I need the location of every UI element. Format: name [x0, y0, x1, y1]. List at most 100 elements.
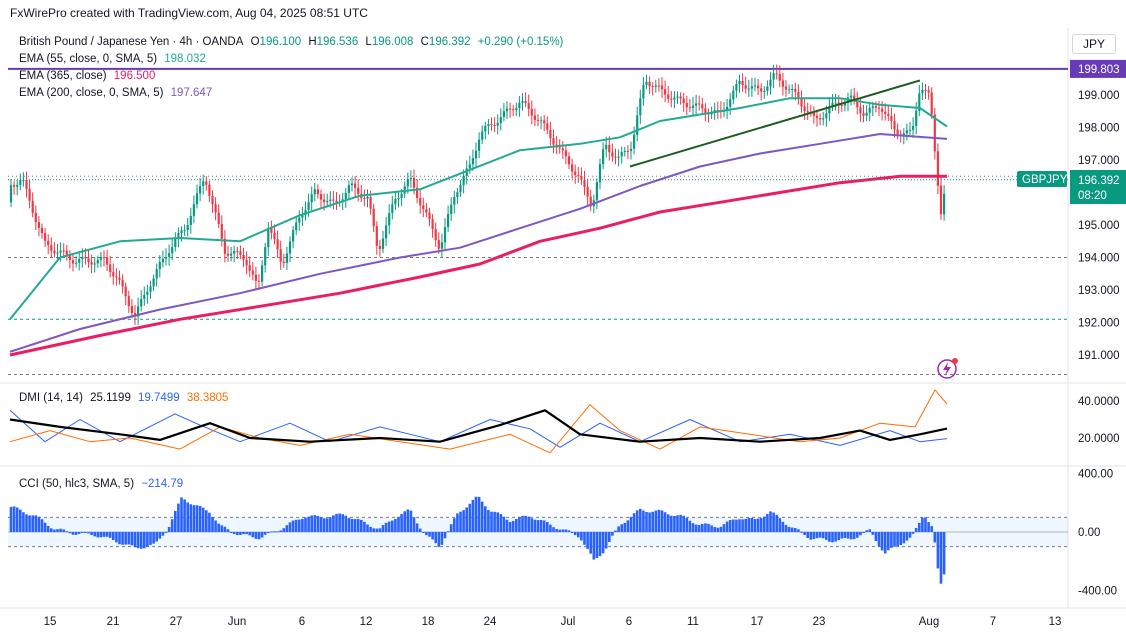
- cci-bar: [707, 523, 710, 532]
- candle: [304, 201, 307, 221]
- cci-bar: [868, 529, 871, 532]
- cci-bar: [530, 518, 534, 532]
- cci-bar: [818, 532, 822, 538]
- cci-bar: [74, 532, 78, 535]
- candle-body: [369, 197, 372, 209]
- candle: [462, 169, 465, 194]
- candle: [664, 80, 667, 103]
- cci-bar: [732, 519, 735, 532]
- price-tick-label: 198.000: [1078, 123, 1120, 135]
- candle: [797, 84, 800, 105]
- low-number: 196.008: [371, 36, 414, 48]
- cci-bar: [350, 518, 354, 532]
- dmi-adx-line: [9, 409, 948, 443]
- candle-body: [456, 192, 459, 198]
- candle-body: [13, 185, 16, 187]
- candle: [496, 114, 499, 135]
- cci-bar: [654, 510, 658, 532]
- cci-bar: [558, 529, 561, 532]
- cci-bar: [198, 505, 202, 532]
- candle: [381, 230, 385, 254]
- candle-body: [633, 134, 636, 149]
- cci-bar: [211, 516, 214, 532]
- candle-body: [862, 113, 865, 116]
- candle: [391, 195, 394, 220]
- candle: [183, 224, 186, 236]
- candle: [698, 95, 701, 111]
- open-value: O196.100: [251, 36, 302, 48]
- cci-bar: [102, 532, 106, 537]
- candle-body: [152, 278, 155, 287]
- cci-bar: [722, 524, 726, 532]
- cci-bar: [195, 505, 199, 532]
- candle-body: [422, 205, 425, 210]
- candle: [335, 192, 338, 210]
- cci-bar: [549, 524, 552, 532]
- cci-bar: [815, 532, 819, 539]
- cci-bar: [763, 516, 766, 532]
- candle-body: [834, 102, 837, 104]
- candle-body: [409, 177, 412, 180]
- candle: [788, 84, 791, 94]
- candle-body: [68, 254, 71, 261]
- ema55-line: [9, 97, 948, 320]
- candle-body: [230, 253, 233, 256]
- cci-bar: [511, 520, 515, 532]
- candle-body: [112, 272, 115, 277]
- candle: [905, 123, 908, 141]
- candle: [726, 98, 729, 119]
- cci-bar: [620, 524, 623, 532]
- ticker-label: GBPJPY: [1022, 174, 1068, 186]
- cci-bar: [15, 507, 19, 532]
- candle-body: [301, 215, 304, 218]
- last-price-label: 196.392: [1078, 175, 1120, 187]
- candle-body: [121, 280, 124, 287]
- cci-bar: [384, 522, 388, 532]
- candle: [626, 145, 629, 160]
- candle: [908, 121, 912, 136]
- cci-bar: [112, 532, 115, 540]
- candle-body: [567, 156, 571, 165]
- candle-body: [871, 106, 874, 108]
- candle-body: [524, 101, 527, 104]
- candle-body: [583, 179, 586, 187]
- cci-bar: [586, 532, 589, 549]
- cci-bar: [425, 532, 428, 536]
- candle-body: [819, 118, 822, 120]
- candle-body: [226, 253, 230, 256]
- candle: [326, 193, 329, 208]
- candle-body: [183, 230, 186, 232]
- open-label: O: [250, 36, 260, 48]
- candle: [220, 215, 223, 247]
- candle-body: [840, 104, 843, 106]
- candle: [760, 83, 763, 101]
- candle: [363, 189, 366, 207]
- candle-body: [295, 222, 298, 231]
- candle-body: [248, 265, 251, 271]
- candle: [223, 230, 226, 263]
- candle-body: [540, 120, 543, 122]
- change-value: +0.290 (+0.15%): [477, 36, 564, 48]
- candle-body: [654, 85, 657, 87]
- cci-bar: [338, 513, 341, 532]
- currency-selector[interactable]: JPY: [1072, 34, 1116, 54]
- cci-bar: [837, 532, 840, 541]
- time-tick-label: 13: [1049, 616, 1062, 628]
- candle-body: [750, 86, 753, 89]
- candle: [608, 136, 611, 161]
- cci-bar: [741, 519, 744, 532]
- candle-body: [19, 180, 22, 185]
- candle: [78, 251, 81, 271]
- cci-bar: [657, 509, 661, 532]
- cci-bar: [459, 511, 462, 532]
- candle: [186, 217, 189, 237]
- cci-bar: [673, 515, 676, 532]
- candle-body: [642, 84, 645, 99]
- candle-body: [177, 232, 180, 240]
- cci-bar: [874, 532, 878, 542]
- candle-body: [381, 238, 385, 249]
- candle: [862, 104, 865, 123]
- candle: [791, 84, 794, 98]
- cci-bar: [797, 529, 800, 532]
